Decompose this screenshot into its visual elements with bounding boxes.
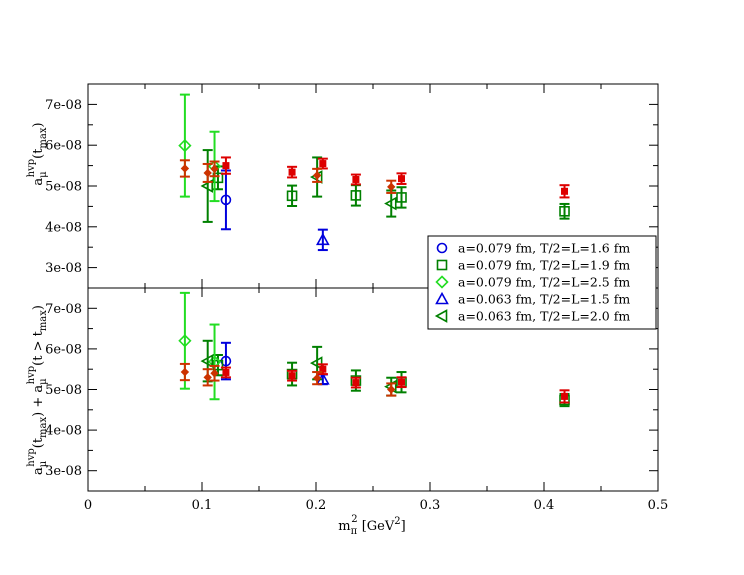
x-tick-label: 0.1 [192,498,213,513]
top-panel: 3e-08 4e-08 5e-08 6e-08 7e-08 [45,83,659,289]
data-point [309,356,323,370]
data-point [561,392,569,400]
x-tick-label: 0.5 [648,498,669,513]
y-tick-label: 3e-08 [45,261,82,276]
data-point [286,190,298,202]
x-tick-label: 0.3 [420,498,441,513]
series-5 [220,156,570,199]
legend: a=0.079 fm, T/2=L=1.6 fm a=0.079 fm, T/2=… [427,235,657,330]
series-5 [220,363,570,404]
data-point [210,369,219,378]
x-tick-label: 0.2 [306,498,327,513]
data-point [559,205,570,217]
legend-marker [436,259,448,271]
data-point [398,175,405,183]
data-point [384,196,397,211]
y-tick-label: 3e-08 [45,464,82,479]
svg-text:aμhvp(tmax): aμhvp(tmax) [26,122,49,185]
data-point [203,168,212,178]
series-6 [179,362,397,397]
bottom-panel: 3e-08 4e-08 5e-08 6e-08 7e-08 0 0.1 0.2 0.3 0.4 0.… [45,287,669,513]
data-point [178,334,192,348]
y-tick-label: 6e-08 [45,342,82,357]
x-tick-label: 0 [84,498,92,513]
y-tick-label: 4e-08 [45,220,82,235]
legend-marker [434,309,448,323]
series-3 [315,228,330,252]
x-tick-label: 0.4 [534,498,555,513]
legend-label: a=0.079 fm, T/2=L=1.6 fm [458,241,630,256]
data-point [352,175,360,183]
data-point [212,172,224,184]
svg-text:mπ2 [GeV2]: mπ2 [GeV2] [338,514,405,537]
y-tick-label: 7e-08 [45,302,82,317]
data-point [398,378,405,386]
series-6 [179,159,397,194]
data-point [200,354,213,368]
data-point [396,192,407,203]
bottom-y-axis-title: aμhvp(tmax) + aμhvp(t > tmax) [26,305,49,475]
data-point [315,232,330,246]
data-point [319,160,327,168]
y-tick-label: 4e-08 [45,424,82,439]
series-1 [212,165,570,220]
data-point [200,179,213,193]
data-point [352,379,360,387]
legend-marker [435,291,449,305]
data-point [222,162,230,170]
data-point [387,385,396,394]
legend-label: a=0.063 fm, T/2=L=2.0 fm [458,309,630,324]
data-point [312,171,322,180]
data-point [180,164,190,173]
legend-label: a=0.079 fm, T/2=L=2.5 fm [458,275,630,290]
data-point [220,194,232,206]
data-point [210,164,219,174]
data-point [203,373,212,382]
data-point [350,190,362,201]
legend-marker [435,275,449,289]
legend-marker [436,242,448,254]
y-tick-label: 7e-08 [45,98,82,113]
data-point [222,368,230,376]
data-point [319,365,327,373]
data-point [288,168,296,176]
data-point [387,182,396,192]
top-y-axis-title: aμhvp(tmax) [26,122,49,185]
y-tick-label: 5e-08 [45,383,82,398]
data-point [180,367,190,377]
svg-text:aμhvp(tmax) + aμhvp(t > tmax): aμhvp(tmax) + aμhvp(t > tmax) [26,305,49,475]
data-point [312,373,322,383]
legend-box [427,235,657,330]
data-point [561,187,569,195]
legend-label: a=0.079 fm, T/2=L=1.9 fm [458,258,630,273]
x-axis-title: mπ2 [GeV2] [338,514,405,537]
y-tick-label: 6e-08 [45,139,82,154]
data-point [178,138,192,153]
y-tick-label: 5e-08 [45,180,82,195]
data-point [288,372,296,380]
legend-label: a=0.063 fm, T/2=L=1.5 fm [458,292,630,307]
